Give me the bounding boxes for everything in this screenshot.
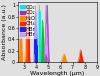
Y-axis label: Absorbance (a.u.): Absorbance (a.u.) (2, 4, 7, 60)
X-axis label: Wavelength (μm): Wavelength (μm) (30, 71, 85, 76)
Legend: CO₂, CO₂, H₂O, CH₄, HBr, HBr: CO₂, CO₂, H₂O, CH₄, HBr, HBr (19, 3, 37, 39)
